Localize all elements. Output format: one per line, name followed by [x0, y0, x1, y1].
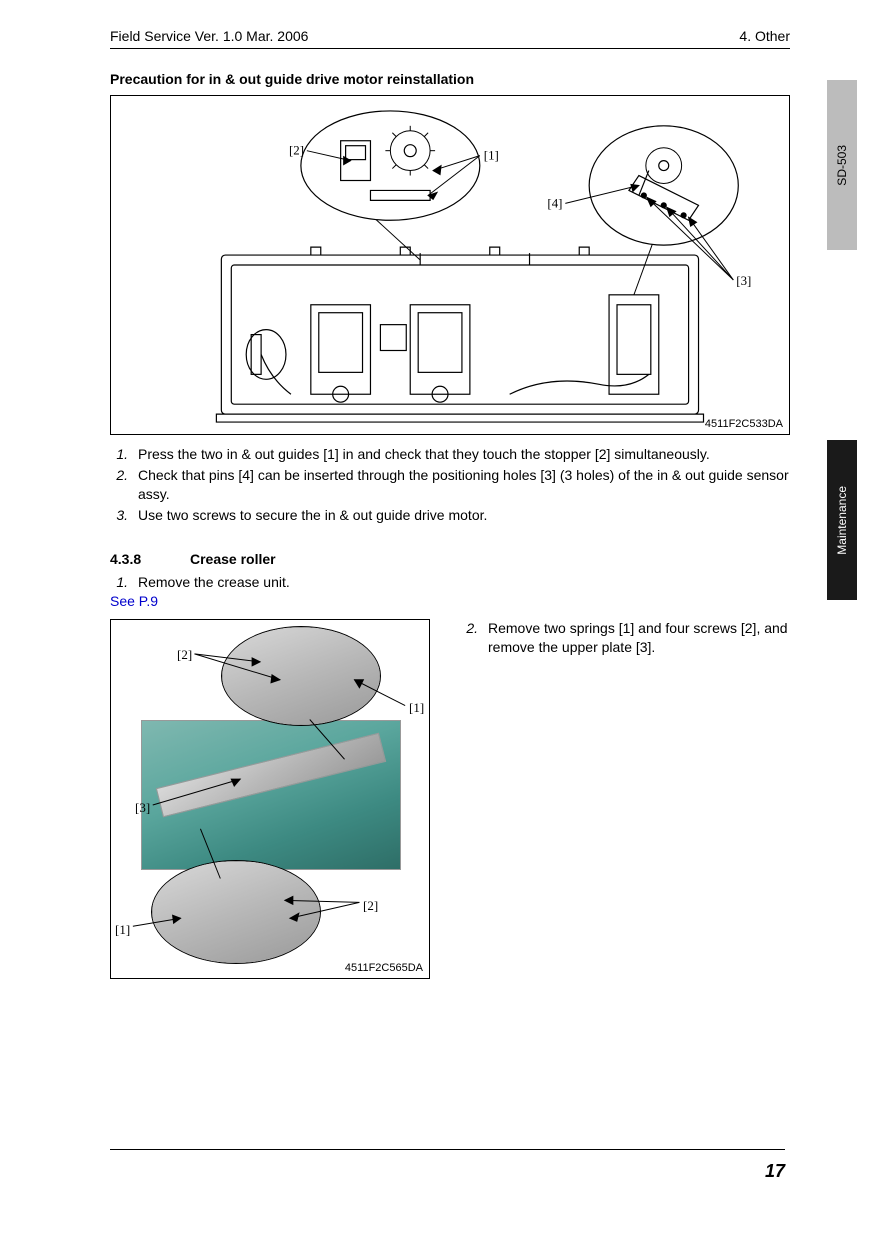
list-item: 1. Remove the crease unit.: [110, 573, 790, 592]
step-text: Check that pins [4] can be inserted thro…: [138, 466, 790, 504]
header-left: Field Service Ver. 1.0 Mar. 2006: [110, 28, 308, 44]
figure-2-lines: [111, 620, 429, 978]
page-number: 17: [765, 1161, 785, 1182]
subsection-number: 4.3.8: [110, 551, 190, 567]
step-number: 1.: [110, 445, 138, 464]
see-page-link[interactable]: See P.9: [110, 593, 790, 609]
two-column-row: [2] [1] [3] [2] [1]: [110, 619, 790, 979]
fig1-callout-2: [2]: [289, 143, 304, 158]
step-text: Remove two springs [1] and four screws […: [488, 619, 790, 657]
list-item: 3. Use two screws to secure the in & out…: [110, 506, 790, 525]
step-number: 1.: [110, 573, 138, 592]
content-area: Field Service Ver. 1.0 Mar. 2006 4. Othe…: [110, 28, 790, 979]
fig1-callout-4: [4]: [547, 195, 562, 210]
figure-1-code: 4511F2C533DA: [705, 418, 783, 430]
fig1-callout-3: [3]: [736, 273, 751, 288]
subsection-title: Crease roller: [190, 551, 276, 567]
figure-2-caption-col: 2. Remove two springs [1] and four screw…: [460, 619, 790, 659]
step-number: 3.: [110, 506, 138, 525]
list-item: 1. Press the two in & out guides [1] in …: [110, 445, 790, 464]
page: SD-503 Maintenance Field Service Ver. 1.…: [0, 0, 875, 1240]
figure-1: [2] [1]: [110, 95, 790, 435]
subsection-heading: 4.3.8 Crease roller: [110, 551, 790, 567]
side-tab-model: SD-503: [827, 80, 857, 250]
step-text: Remove the crease unit.: [138, 573, 790, 592]
step-number: 2.: [110, 466, 138, 504]
side-tab-model-label: SD-503: [835, 145, 849, 186]
page-footer-rule: [110, 1149, 785, 1150]
figure-1-svg: [2] [1]: [111, 96, 789, 434]
figure-2: [2] [1] [3] [2] [1]: [110, 619, 430, 979]
section1-title: Precaution for in & out guide drive moto…: [110, 71, 790, 87]
header-right: 4. Other: [739, 28, 790, 44]
figure-2-code: 4511F2C565DA: [345, 962, 423, 974]
list-item: 2. Remove two springs [1] and four screw…: [460, 619, 790, 657]
page-header: Field Service Ver. 1.0 Mar. 2006 4. Othe…: [110, 28, 790, 49]
side-tab-section: Maintenance: [827, 440, 857, 600]
fig1-callout-1: [1]: [484, 148, 499, 163]
section1-steps: 1. Press the two in & out guides [1] in …: [110, 445, 790, 525]
side-tab-section-label: Maintenance: [835, 486, 849, 555]
step-text: Use two screws to secure the in & out gu…: [138, 506, 790, 525]
list-item: 2. Check that pins [4] can be inserted t…: [110, 466, 790, 504]
step-text: Press the two in & out guides [1] in and…: [138, 445, 790, 464]
step-number: 2.: [460, 619, 488, 657]
